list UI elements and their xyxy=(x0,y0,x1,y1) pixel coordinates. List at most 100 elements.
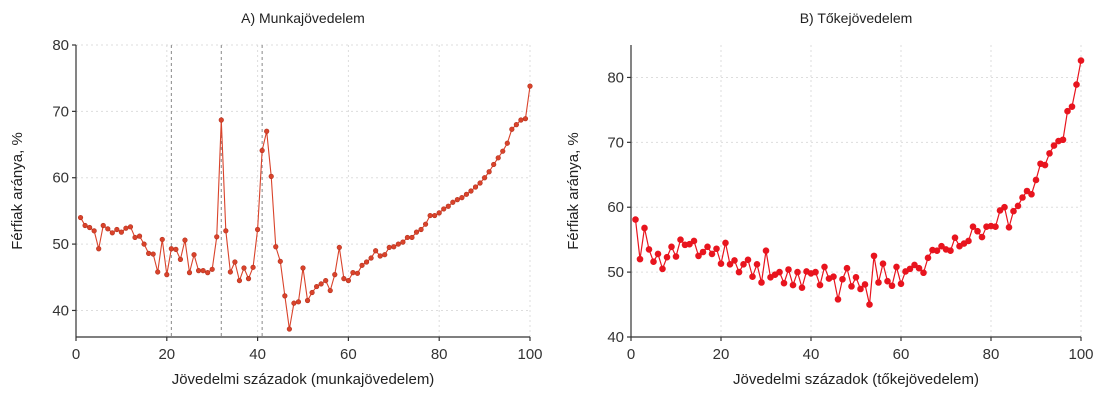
chart-0-point-50 xyxy=(304,297,311,304)
chart-0-point-17 xyxy=(155,269,161,275)
chart-0-point-36 xyxy=(241,265,247,271)
chart-0-point-83 xyxy=(454,197,460,203)
chart-1-point-8 xyxy=(668,243,675,251)
chart-0-point-82 xyxy=(450,199,456,205)
chart-0-point-41 xyxy=(264,128,270,134)
chart-0-point-9 xyxy=(118,229,124,235)
chart-0-point-51 xyxy=(309,289,315,296)
chart-0-y-axis-label: Férfiak aránya, % xyxy=(9,132,26,250)
chart-0-series-line xyxy=(80,86,531,330)
chart-0-point-18 xyxy=(159,236,165,243)
chart-0-point-80 xyxy=(441,206,447,212)
chart-0-point-77 xyxy=(427,212,433,219)
chart-1-point-12 xyxy=(686,240,693,248)
chart-1-point-24 xyxy=(740,261,747,268)
chart-0-point-43 xyxy=(273,244,279,250)
chart-1-point-44 xyxy=(830,273,837,280)
chart-0-point-97 xyxy=(518,117,524,123)
chart-0-point-16 xyxy=(150,251,156,257)
chart-0-point-19 xyxy=(164,272,170,278)
chart-1-point-10 xyxy=(677,236,684,243)
chart-0-point-21 xyxy=(173,246,179,252)
chart-1-point-76 xyxy=(974,227,981,235)
chart-1-point-33 xyxy=(780,279,788,287)
chart-1-y-tick-label-1: 50 xyxy=(607,264,624,281)
chart-0-point-76 xyxy=(422,221,429,227)
chart-0-point-95 xyxy=(509,126,515,132)
chart-1-point-91 xyxy=(1041,161,1049,169)
chart-1-point-0 xyxy=(632,216,639,223)
chart-1-point-41 xyxy=(816,281,824,289)
chart-1-point-75 xyxy=(969,223,977,230)
chart-0-x-tick-label-3: 60 xyxy=(340,346,357,363)
chart-0-point-48 xyxy=(295,299,302,305)
chart-1-point-40 xyxy=(812,268,819,276)
chart-1-point-29 xyxy=(762,247,770,254)
chart-0-point-70 xyxy=(395,241,401,247)
chart-0-point-59 xyxy=(345,277,352,284)
chart-1-point-49 xyxy=(852,274,860,281)
chart-0-point-96 xyxy=(513,122,519,128)
chart-0-y-tick-label-3: 70 xyxy=(52,103,69,120)
chart-1-point-14 xyxy=(695,252,702,260)
chart-0-x-tick-label-5: 100 xyxy=(517,346,542,363)
chart-1-point-83 xyxy=(1005,224,1013,231)
chart-1-x-tick-label-4: 80 xyxy=(983,346,1000,363)
chart-1-x-tick-label-1: 20 xyxy=(713,346,730,363)
chart-0-point-39 xyxy=(255,226,261,233)
chart-1-point-18 xyxy=(713,245,720,253)
chart-1-point-84 xyxy=(1010,207,1017,215)
chart-1-point-93 xyxy=(1050,142,1058,149)
chart-0-y-tick-label-4: 80 xyxy=(52,37,69,54)
chart-1-point-98 xyxy=(1073,81,1080,88)
chart-1-point-86 xyxy=(1019,194,1026,201)
chart-0-point-52 xyxy=(314,283,320,290)
chart-1-point-17 xyxy=(708,250,716,258)
chart-0-point-40 xyxy=(259,147,265,154)
chart-0-y-tick-label-2: 60 xyxy=(52,170,69,187)
chart-0-point-35 xyxy=(236,277,243,284)
chart-1-point-16 xyxy=(704,243,711,251)
chart-1-point-82 xyxy=(1001,203,1008,211)
chart-0-point-31 xyxy=(218,117,224,123)
chart-1-point-2 xyxy=(641,224,648,232)
chart-0-point-92 xyxy=(495,155,501,161)
chart-0-point-49 xyxy=(300,265,306,271)
chart-0-point-85 xyxy=(463,191,470,197)
chart-1-point-70 xyxy=(947,247,954,254)
chart-0-point-54 xyxy=(323,277,329,284)
chart-1-point-19 xyxy=(717,260,725,267)
chart-1-point-96 xyxy=(1064,107,1071,115)
chart-0-x-tick-label-4: 80 xyxy=(431,346,448,363)
chart-1-point-9 xyxy=(672,253,680,260)
chart-0-point-5 xyxy=(100,222,106,229)
chart-1-point-95 xyxy=(1059,136,1067,144)
chart-0-point-53 xyxy=(318,281,324,287)
chart-0-point-87 xyxy=(472,184,479,190)
chart-1-x-tick-label-0: 0 xyxy=(627,346,635,363)
chart-1-point-26 xyxy=(749,273,756,280)
chart-1-title: B) Tőkejövedelem xyxy=(800,10,913,26)
chart-0-point-26 xyxy=(195,268,202,274)
chart-0-point-79 xyxy=(436,210,442,216)
chart-0-point-2 xyxy=(87,224,93,231)
chart-1-point-62 xyxy=(911,261,918,269)
chart-1-point-68 xyxy=(938,242,945,250)
chart-0-point-56 xyxy=(332,272,338,278)
chart-0-point-30 xyxy=(214,234,220,240)
chart-0-point-74 xyxy=(413,229,420,235)
chart-0-point-11 xyxy=(127,224,134,230)
chart-0-point-91 xyxy=(491,161,497,168)
chart-0-point-38 xyxy=(250,264,256,270)
chart-0-point-93 xyxy=(500,148,506,154)
chart-1-point-23 xyxy=(735,268,743,276)
chart-0-point-58 xyxy=(341,276,347,282)
chart-1-point-27 xyxy=(753,261,761,268)
chart-1-point-74 xyxy=(965,237,972,245)
chart-1-point-67 xyxy=(933,247,941,254)
chart-1-point-57 xyxy=(888,282,896,290)
chart-1-x-tick-label-3: 60 xyxy=(893,346,910,363)
chart-1-point-55 xyxy=(879,260,887,267)
